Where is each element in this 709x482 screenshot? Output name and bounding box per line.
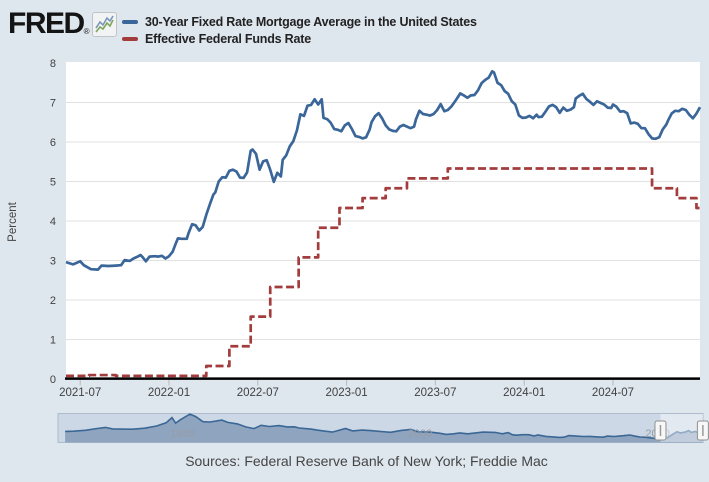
legend: 30-Year Fixed Rate Mortgage Average in t… bbox=[122, 15, 477, 49]
range-decade-label: 2000 bbox=[408, 428, 432, 440]
y-tick-label: 8 bbox=[50, 58, 56, 70]
x-tick-label: 2024-01 bbox=[503, 387, 545, 399]
legend-label-mortgage: 30-Year Fixed Rate Mortgage Average in t… bbox=[145, 15, 477, 29]
fred-logo-text: FRED bbox=[8, 7, 85, 40]
legend-item-effr[interactable]: Effective Federal Funds Rate bbox=[122, 32, 477, 46]
y-tick-label: 1 bbox=[50, 335, 56, 347]
y-axis-title: Percent bbox=[7, 201, 19, 241]
y-tick-label: 2 bbox=[50, 295, 56, 307]
legend-swatch-effr bbox=[122, 37, 138, 41]
range-handle-left[interactable] bbox=[654, 420, 667, 441]
x-tick-label: 2023-01 bbox=[325, 387, 367, 399]
range-selector-line bbox=[65, 413, 704, 440]
y-tick-label: 3 bbox=[50, 256, 56, 268]
x-tick-label: 2023-07 bbox=[414, 387, 456, 399]
y-tick-label: 7 bbox=[50, 98, 56, 110]
registered-trademark-mark: ® bbox=[83, 27, 90, 36]
range-decade-label: 1980 bbox=[170, 428, 194, 440]
legend-item-mortgage[interactable]: 30-Year Fixed Rate Mortgage Average in t… bbox=[122, 15, 477, 29]
y-tick-label: 0 bbox=[50, 374, 56, 386]
series-lines bbox=[65, 69, 702, 378]
fred-sparkline-icon bbox=[91, 11, 117, 37]
sources-text: Sources: Federal Reserve Bank of New Yor… bbox=[185, 453, 548, 469]
range-selector-slider[interactable]: 198020002020 bbox=[57, 413, 709, 443]
range-selected-window[interactable] bbox=[660, 414, 703, 442]
y-axis-labels: 0 1 2 3 4 5 6 7 8 bbox=[50, 58, 56, 386]
y-tick-label: 5 bbox=[50, 177, 56, 189]
y-tick-label: 4 bbox=[50, 216, 56, 228]
series-line-mortgage bbox=[65, 69, 702, 271]
fred-logo-link[interactable]: FRED ® bbox=[8, 7, 117, 40]
x-tick-label: 2022-07 bbox=[237, 387, 279, 399]
y-tick-label: 6 bbox=[50, 137, 56, 149]
x-axis-labels: 2021-07 2022-01 2022-07 2023-01 2023-07 2024-… bbox=[59, 387, 634, 399]
x-tick-label: 2022-01 bbox=[148, 387, 190, 399]
x-tick-label: 2021-07 bbox=[59, 387, 101, 399]
legend-swatch-mortgage bbox=[122, 20, 138, 24]
x-axis-ticks bbox=[79, 379, 614, 386]
legend-label-effr: Effective Federal Funds Rate bbox=[145, 32, 311, 46]
x-tick-label: 2024-07 bbox=[592, 387, 634, 399]
range-handle-right[interactable] bbox=[696, 420, 709, 441]
